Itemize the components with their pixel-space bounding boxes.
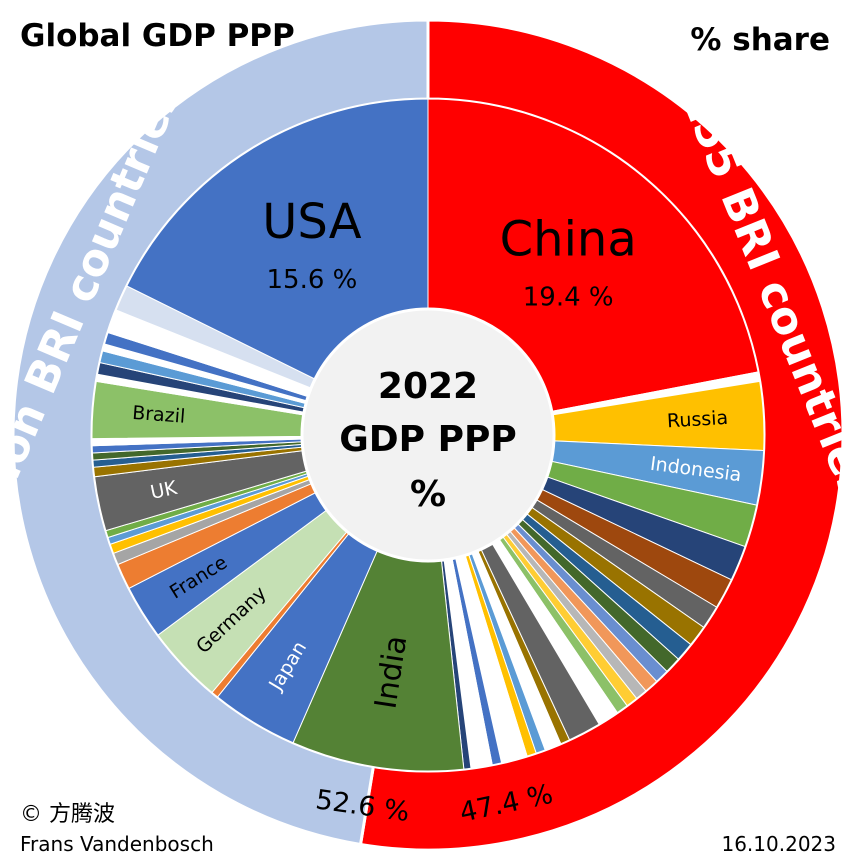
slice-value-usa: 15.6 % xyxy=(267,265,358,295)
slice-label-brazil: Brazil xyxy=(131,402,186,428)
center-label-year: 2022 xyxy=(378,366,478,407)
inner-ring xyxy=(91,98,765,772)
date-text: 16.10.2023 xyxy=(721,832,836,856)
center-label-metric: GDP PPP xyxy=(339,419,517,460)
center-hole xyxy=(300,307,556,563)
slice-label-russia: Russia xyxy=(666,407,728,432)
center-label-unit: % xyxy=(410,474,446,515)
chart-subtitle: % share xyxy=(690,22,830,58)
copyright-text: © 方腾波 xyxy=(20,802,115,827)
slice-label-china: China xyxy=(500,211,637,267)
slice-label-usa: USA xyxy=(262,194,361,250)
chart-title: Global GDP PPP xyxy=(20,18,295,54)
slice-label-uk: UK xyxy=(149,477,180,504)
author-text: Frans Vandenbosch xyxy=(20,832,214,856)
slice-value-china: 19.4 % xyxy=(523,282,614,312)
